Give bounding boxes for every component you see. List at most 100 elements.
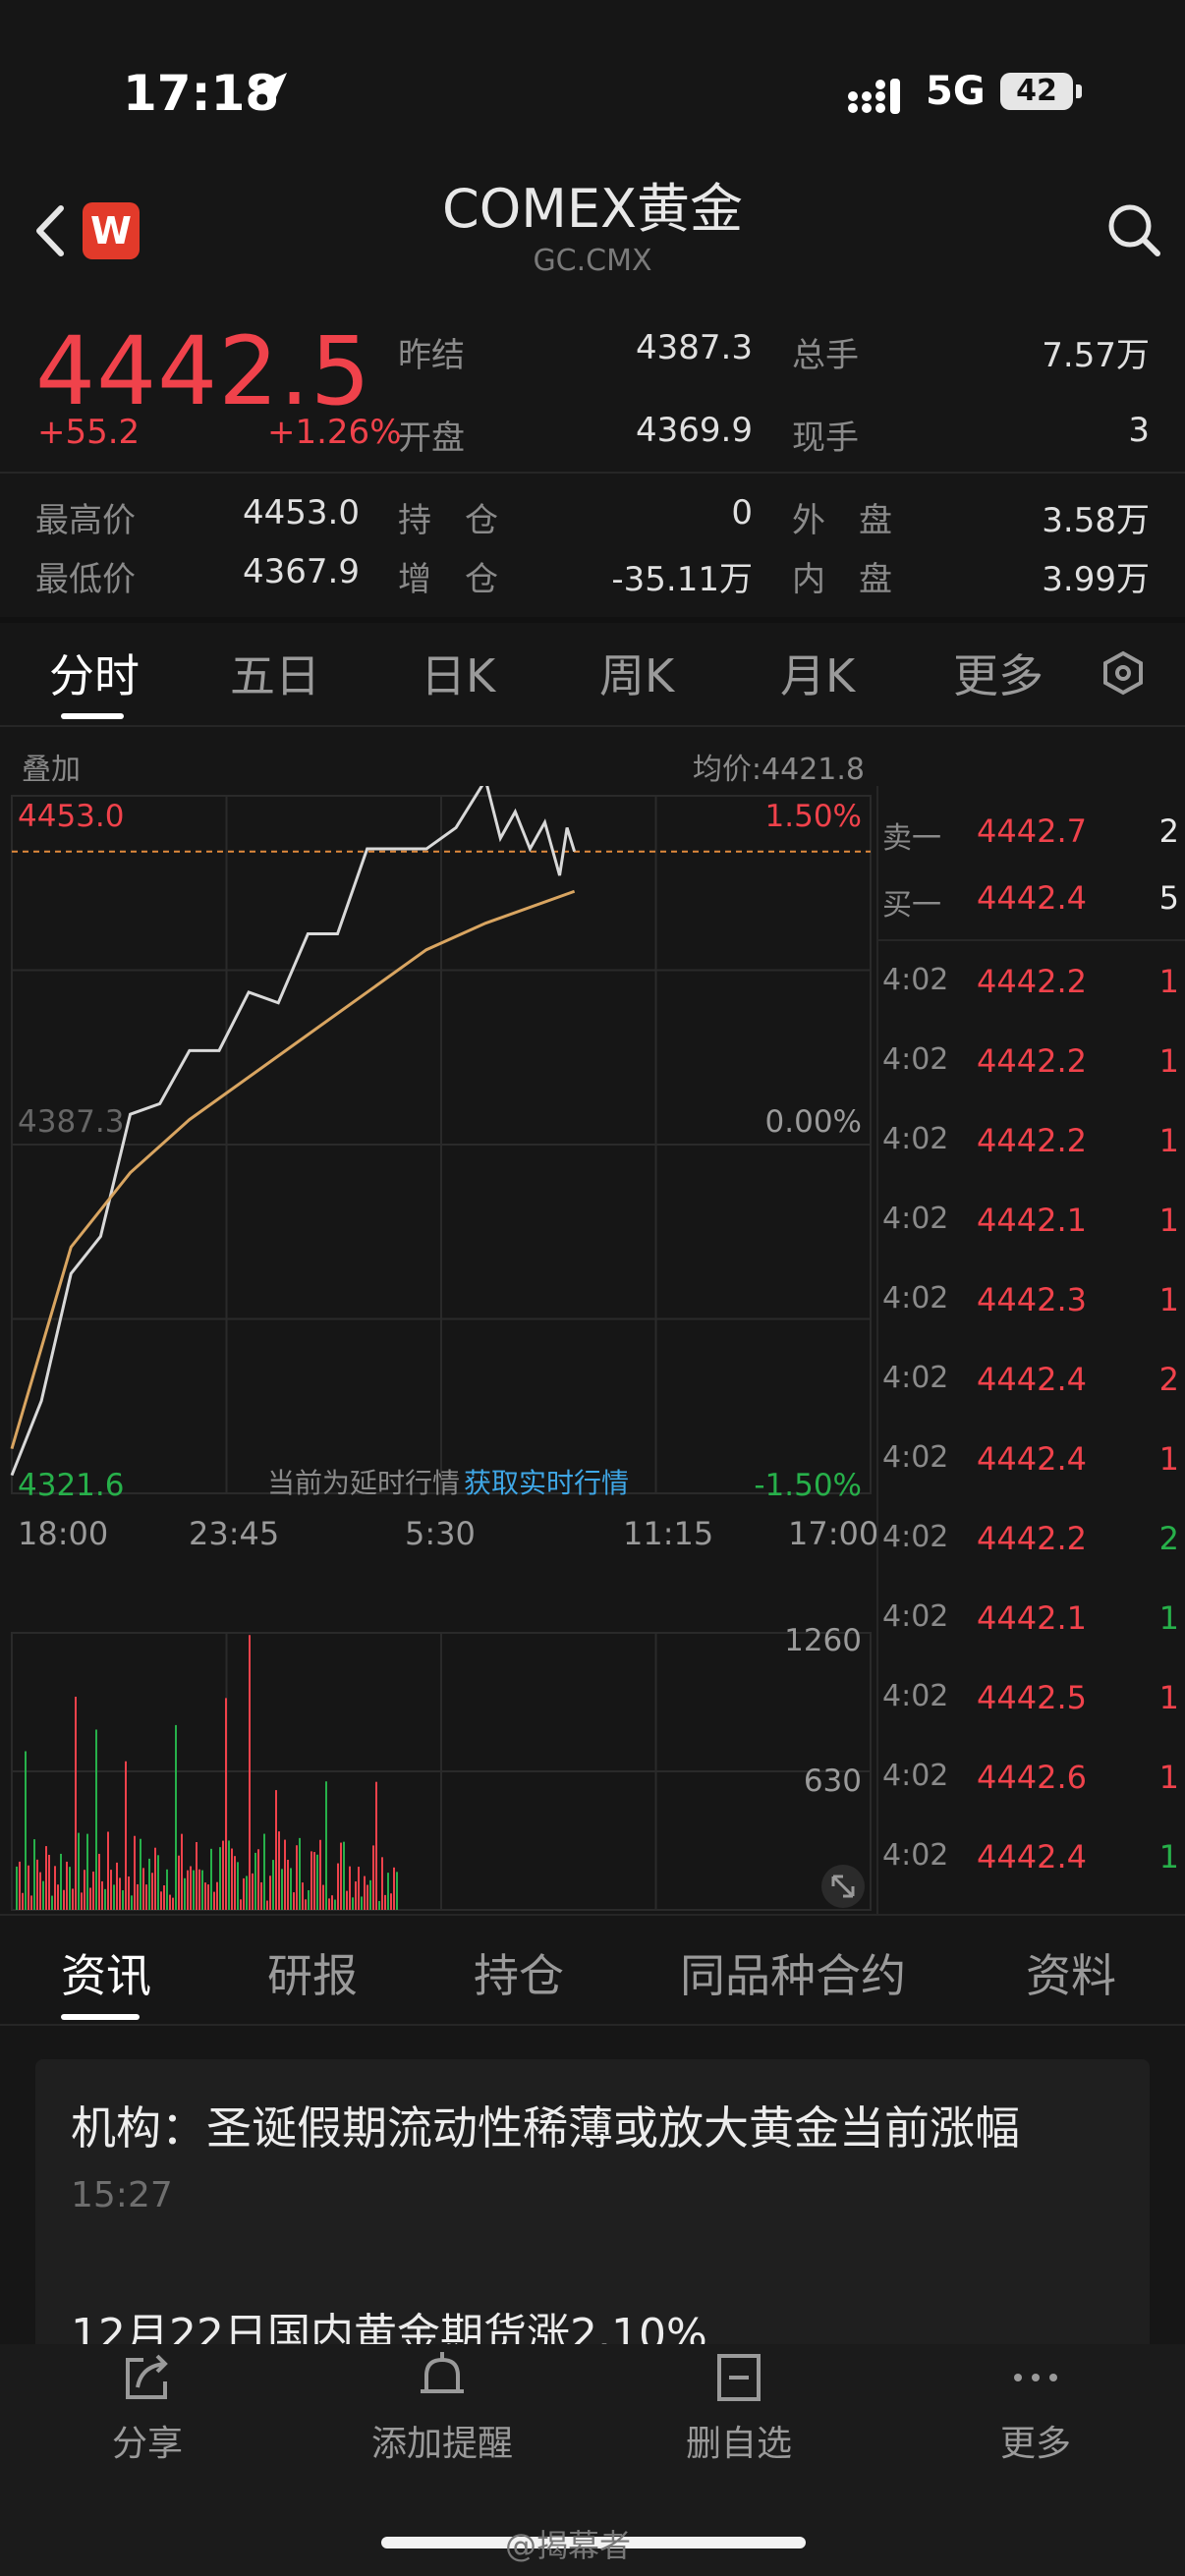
volume-bar — [22, 1892, 24, 1910]
add-alert-button[interactable]: 添加提醒 — [344, 2348, 540, 2466]
tab-profile[interactable]: 资料 — [1026, 1949, 1116, 2002]
divider — [876, 939, 1185, 941]
volume-bar — [101, 1880, 103, 1910]
battery-icon: 42 — [1000, 73, 1073, 110]
tab-more[interactable]: 更多 — [953, 649, 1044, 702]
x-tick-label: 18:00 — [18, 1515, 109, 1552]
volume-bar — [352, 1897, 354, 1910]
trade-quantity: 1 — [1158, 963, 1179, 1000]
realtime-quote-link[interactable]: 获取实时行情 — [464, 1467, 630, 1499]
volume-bar — [33, 1839, 35, 1910]
tab-monthly-k[interactable]: 月K — [780, 649, 856, 702]
delay-note: 当前为延时行情 — [267, 1467, 461, 1499]
volume-bar — [119, 1877, 121, 1910]
volume-bar — [358, 1867, 360, 1910]
volume-bar — [134, 1835, 136, 1910]
trade-price: 4442.4 — [977, 1361, 1087, 1398]
volume-bar — [393, 1867, 395, 1910]
prev-settle-label: 昨结 — [398, 336, 465, 375]
tab-news[interactable]: 资讯 — [61, 1949, 151, 2002]
volume-bar — [81, 1892, 83, 1910]
news-title[interactable]: 机构：圣诞假期流动性稀薄或放大黄金当前涨幅 — [71, 2101, 1020, 2155]
volume-bar — [334, 1899, 336, 1910]
volume-bar — [45, 1846, 47, 1910]
open-interest-label: 持 仓 — [398, 501, 498, 540]
tab-intraday[interactable]: 分时 — [49, 649, 140, 702]
trade-quantity: 1 — [1158, 1281, 1179, 1318]
app-logo[interactable]: W — [83, 202, 140, 259]
current-volume-value: 3 — [1128, 411, 1150, 450]
share-icon — [126, 2354, 168, 2399]
volume-bar — [210, 1848, 212, 1910]
pct-bottom-label: -1.50% — [754, 1468, 862, 1503]
current-volume-label: 现手 — [792, 419, 859, 458]
more-button[interactable]: 更多 — [937, 2348, 1134, 2466]
volume-bar — [204, 1882, 206, 1910]
oi-change-value: -35.11万 — [611, 560, 753, 599]
trade-price: 4442.2 — [977, 1122, 1087, 1159]
news-card[interactable] — [35, 2059, 1150, 2364]
average-price-line — [10, 889, 576, 1450]
x-tick-label: 17:00 — [788, 1515, 879, 1552]
volume-bar — [260, 1881, 262, 1910]
volume-bar — [187, 1870, 189, 1910]
trade-time: 4:02 — [882, 1679, 949, 1713]
volume-bar — [128, 1876, 130, 1910]
trade-quantity: 1 — [1158, 1202, 1179, 1239]
volume-bar — [137, 1883, 139, 1910]
volume-bar — [63, 1889, 65, 1910]
volume-bar — [125, 1761, 127, 1910]
trade-time: 4:02 — [882, 1122, 949, 1156]
bid-quantity: 5 — [1158, 879, 1179, 917]
outer-volume-label: 外 盘 — [792, 501, 892, 540]
trade-quantity: 1 — [1158, 1042, 1179, 1080]
trade-time: 4:02 — [882, 1599, 949, 1634]
volume-bar — [92, 1872, 94, 1910]
volume-bar — [184, 1877, 186, 1910]
volume-bar — [169, 1894, 171, 1910]
page-title: COMEX黄金 — [442, 178, 743, 240]
y-axis-mid-label: 4387.3 — [18, 1104, 124, 1140]
tab-research[interactable]: 研报 — [267, 1949, 358, 2002]
volume-bar — [145, 1884, 147, 1910]
overlay-button[interactable]: 叠加 — [22, 753, 81, 787]
open-value: 4369.9 — [636, 411, 753, 450]
search-icon[interactable] — [1104, 200, 1163, 259]
volume-bar — [216, 1881, 218, 1910]
settings-icon[interactable] — [1100, 650, 1146, 696]
trade-quantity: 1 — [1158, 1122, 1179, 1159]
home-indicator[interactable] — [381, 2537, 806, 2548]
tab-same-contracts[interactable]: 同品种合约 — [680, 1949, 906, 2002]
share-button[interactable]: 分享 — [49, 2348, 246, 2466]
tab-weekly-k[interactable]: 周K — [599, 649, 675, 702]
tab-positions[interactable]: 持仓 — [474, 1949, 564, 2002]
expand-icon[interactable] — [819, 1863, 867, 1910]
tab-daily-k[interactable]: 日K — [421, 649, 496, 702]
trade-price: 4442.2 — [977, 1042, 1087, 1080]
volume-bar — [39, 1872, 41, 1910]
tab-five-day[interactable]: 五日 — [230, 649, 320, 702]
average-price: 均价:4421.8 — [692, 753, 865, 787]
volume-bar — [54, 1866, 56, 1910]
trade-quantity: 1 — [1158, 1599, 1179, 1637]
volume-bar — [322, 1884, 324, 1910]
volume-tick-high: 1260 — [784, 1623, 862, 1658]
volume-bar — [181, 1833, 183, 1910]
volume-bar — [299, 1837, 301, 1910]
trade-time: 4:02 — [882, 1281, 949, 1316]
intraday-chart[interactable]: 4453.0 4387.3 4321.6 1.50% 0.00% -1.50% — [0, 786, 1185, 1513]
volume-bar — [157, 1855, 159, 1910]
trade-time: 4:02 — [882, 1759, 949, 1793]
volume-bar — [89, 1887, 91, 1910]
volume-bar — [375, 1781, 377, 1910]
volume-bar — [225, 1698, 227, 1910]
pct-mid-label: 0.00% — [765, 1104, 862, 1140]
volume-bar — [284, 1839, 286, 1910]
volume-bar — [372, 1845, 374, 1910]
status-time: 17:18 — [123, 65, 280, 122]
volume-bar — [222, 1840, 224, 1910]
volume-bar — [346, 1890, 348, 1910]
remove-watchlist-button[interactable]: 删自选 — [641, 2348, 837, 2466]
back-button[interactable] — [22, 196, 81, 265]
volume-bar — [48, 1854, 50, 1910]
